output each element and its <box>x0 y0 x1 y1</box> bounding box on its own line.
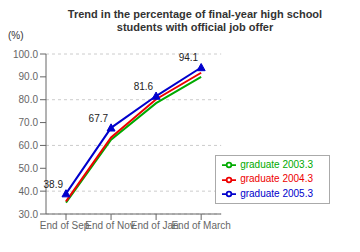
svg-text:94.1: 94.1 <box>179 52 199 63</box>
html-text:Trend in the percentage of fin: Trend in the percentage of final-year hi… <box>67 8 323 33</box>
svg-text:60.0: 60.0 <box>19 140 39 151</box>
svg-text:30.0: 30.0 <box>19 209 39 220</box>
html-text:graduate 2003.3: graduate 2003.3 <box>240 158 313 170</box>
svg-text:67.7: 67.7 <box>89 113 109 124</box>
svg-text:81.6: 81.6 <box>134 81 154 92</box>
svg-text:100.0: 100.0 <box>13 49 38 60</box>
html-text:graduate 2004.3: graduate 2004.3 <box>240 173 313 185</box>
svg-text:80.0: 80.0 <box>19 94 39 105</box>
svg-text:90.0: 90.0 <box>19 71 39 82</box>
svg-text:38.9: 38.9 <box>44 179 64 190</box>
svg-text:End of Jan.: End of Jan. <box>130 220 182 232</box>
svg-text:50.0: 50.0 <box>19 163 39 174</box>
svg-text:End of March: End of March <box>171 220 230 231</box>
svg-text:40.0: 40.0 <box>19 186 39 197</box>
svg-text:End of Sep.: End of Sep. <box>40 220 92 231</box>
svg-text:End of Nov.: End of Nov. <box>85 220 137 231</box>
svg-text:70.0: 70.0 <box>19 117 39 128</box>
html-text:graduate 2005.3: graduate 2005.3 <box>240 187 313 199</box>
